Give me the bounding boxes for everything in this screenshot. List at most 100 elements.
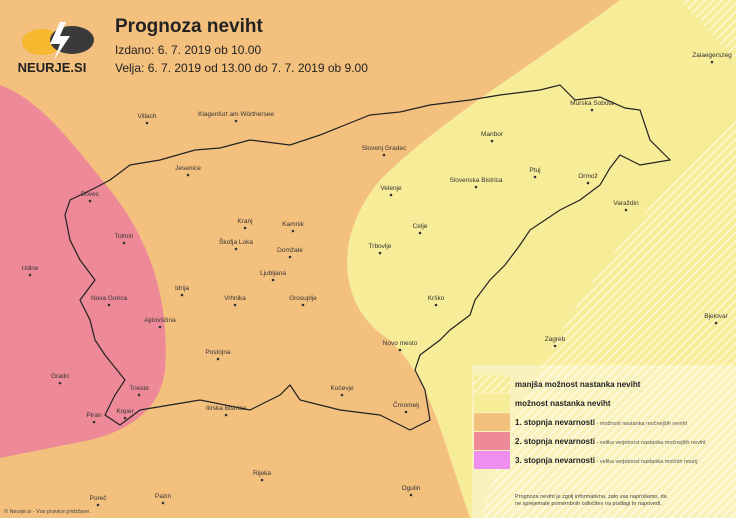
city-dot — [224, 413, 228, 417]
city-label: Celje — [413, 223, 428, 230]
legend-label-strong: manjša možnost nastanka neviht — [515, 380, 641, 389]
valid: Velja: 6. 7. 2019 od 13.00 do 7. 7. 2019… — [115, 61, 368, 75]
city-dot — [340, 393, 344, 397]
city-label: Tolmin — [115, 233, 134, 240]
legend-swatch — [474, 394, 510, 412]
city-dot — [107, 303, 111, 307]
city-label: Koper — [116, 408, 134, 415]
city-dot — [122, 241, 126, 245]
city-dot — [137, 393, 141, 397]
legend-label: možnost nastanka neviht — [515, 399, 611, 408]
city-label: Villach — [137, 113, 156, 120]
city-dot — [233, 303, 237, 307]
legend-box — [472, 365, 736, 518]
city-label: Slovenska Bistrica — [449, 177, 502, 184]
city-dot — [234, 119, 238, 123]
city-label: Krško — [428, 295, 445, 302]
city-label: Pazin — [155, 493, 172, 500]
title: Prognoza neviht — [115, 16, 263, 37]
city-dot — [271, 278, 275, 282]
city-label: Kamnik — [282, 221, 304, 228]
city-dot — [161, 501, 165, 505]
city-label: Idrija — [175, 285, 189, 292]
city-label: Ajdovščina — [144, 317, 176, 324]
city-label: Črnomelj — [393, 400, 419, 409]
zone-low — [680, 0, 736, 60]
city-label: Maribor — [481, 131, 504, 138]
city-label: Velenje — [380, 185, 402, 192]
city-label: Škofja Loka — [219, 237, 253, 246]
city-dot — [96, 503, 100, 507]
legend-label-strong: 1. stopnja nevarnosti — [515, 418, 595, 427]
city-dot — [145, 121, 149, 125]
city-dot — [92, 420, 96, 424]
city-dot — [260, 478, 264, 482]
city-label: Jesenice — [175, 165, 201, 172]
city-label: Slovenj Gradec — [362, 145, 407, 152]
city-dot — [291, 229, 295, 233]
legend-description: - velika verjetnost nastanka močnejših n… — [595, 440, 706, 446]
city-dot — [288, 255, 292, 259]
legend-swatch — [474, 451, 510, 469]
legend: manjša možnost nastanka neviht možnost na… — [474, 375, 706, 469]
city-label: Ilirska Bistrica — [206, 405, 246, 412]
city-dot — [28, 273, 32, 277]
city-dot — [586, 181, 590, 185]
logo: NEURJE.SI — [18, 22, 94, 75]
city-dot — [418, 231, 422, 235]
city-label: Udine — [22, 265, 39, 272]
city-label: Grosuplje — [289, 295, 317, 302]
issued: Izdano: 6. 7. 2019 ob 10.00 — [115, 43, 261, 57]
zone-low — [480, 115, 736, 518]
city-label: Bjelovar — [704, 313, 728, 320]
city-label: Grado — [51, 373, 69, 380]
city-dot — [714, 321, 718, 325]
city-dot — [389, 193, 393, 197]
disclaimer-line: ne sprejemate pomembnih odločitev na pod… — [515, 501, 662, 507]
footer: © Neurje.si - Vse pravice pridržane. — [4, 508, 91, 515]
city-dot — [474, 185, 478, 189]
legend-label: 2. stopnja nevarnosti - velika verjetnos… — [515, 437, 706, 446]
city-dot — [186, 173, 190, 177]
city-label: Zalaegerszeg — [692, 52, 732, 59]
city-dot — [490, 139, 494, 143]
city-dot — [434, 303, 438, 307]
zone-level2 — [0, 85, 166, 458]
legend-label-strong: 3. stopnja nevarnosti — [515, 456, 595, 465]
city-dot — [158, 325, 162, 329]
city-label: Varaždin — [613, 200, 639, 207]
legend-label-strong: možnost nastanka neviht — [515, 399, 611, 408]
legend-swatch — [474, 375, 510, 393]
city-label: Ormož — [578, 173, 598, 180]
city-dot — [533, 175, 537, 179]
disclaimer: Prognoza neviht je zgolj informativna, z… — [515, 494, 668, 507]
legend-description: - velika verjetnost nastanka močnih neur… — [595, 459, 697, 465]
city-dot — [243, 226, 247, 230]
city-label: Novo mesto — [383, 340, 418, 347]
city-label: Trieste — [129, 385, 149, 392]
city-label: Postojna — [205, 349, 231, 356]
city-dot — [624, 208, 628, 212]
country-border — [64, 84, 672, 431]
disclaimer-line: Prognoza neviht je zgolj informativna, z… — [515, 494, 668, 500]
logo-bolt — [50, 22, 70, 60]
city-dot — [382, 153, 386, 157]
city-label: Ljubljana — [260, 270, 286, 277]
city-dot — [553, 344, 557, 348]
legend-label: manjša možnost nastanka neviht — [515, 380, 641, 389]
city-label: Murska Sobota — [570, 100, 614, 107]
city-label: Bovec — [81, 191, 100, 198]
city-label: Ptuj — [529, 167, 540, 174]
logo-text: NEURJE.SI — [18, 60, 87, 75]
city-dot — [409, 493, 413, 497]
city-dot — [123, 416, 127, 420]
city-dot — [301, 303, 305, 307]
city-dot — [216, 357, 220, 361]
city-label: Nova Gorica — [91, 295, 128, 302]
city-label: Domžale — [277, 247, 303, 254]
city-label: Trbovlje — [369, 243, 392, 250]
city-label: Ogulin — [402, 485, 421, 492]
city-dot — [180, 293, 184, 297]
